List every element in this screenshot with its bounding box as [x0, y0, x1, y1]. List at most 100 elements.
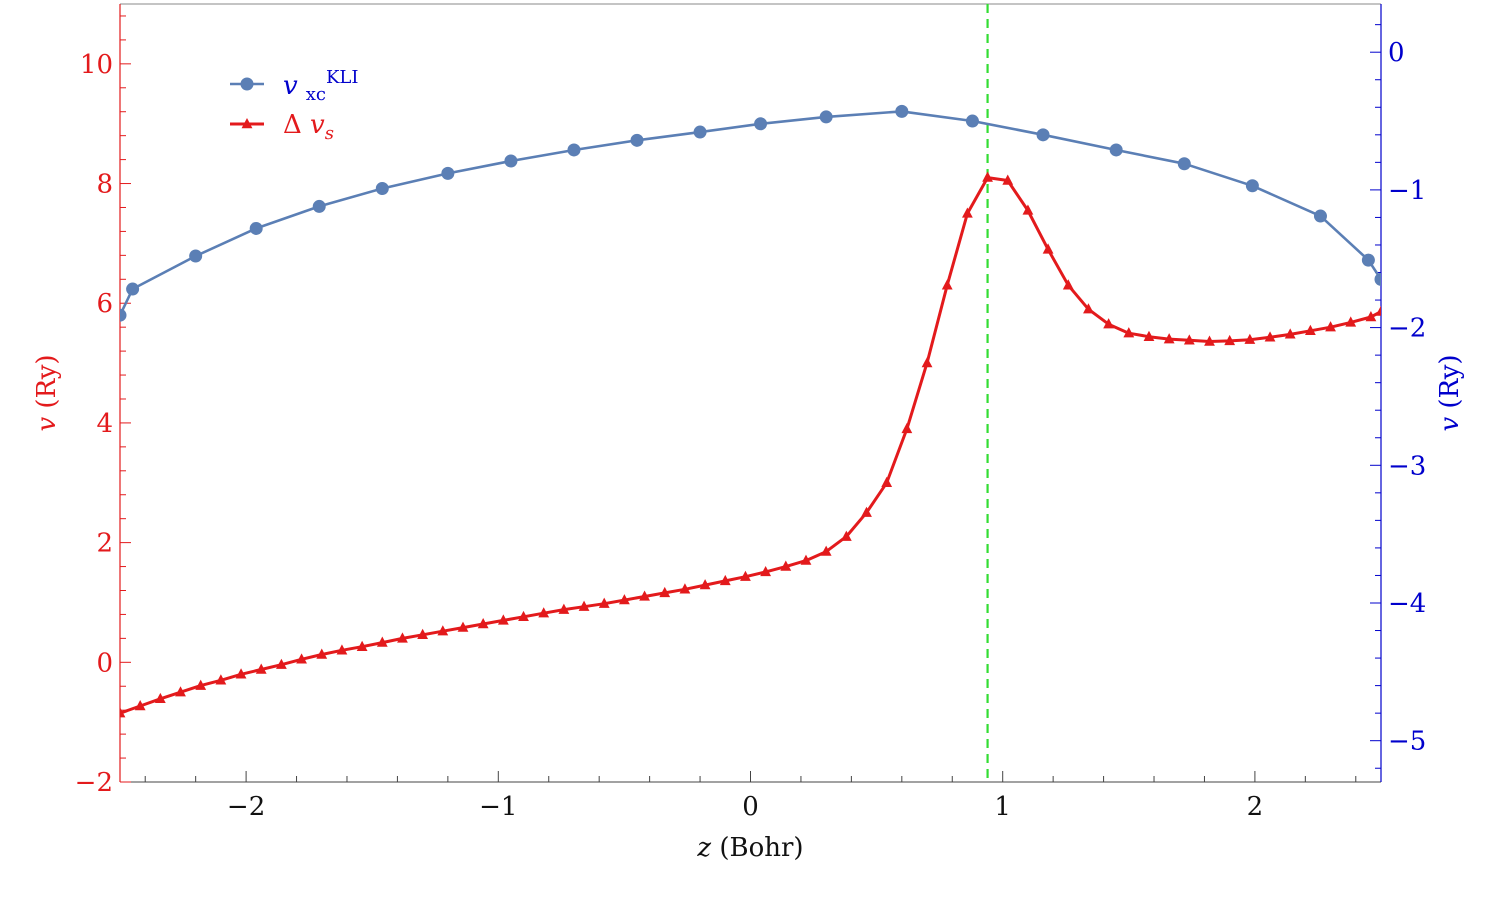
- legend-marker-triangle: [241, 118, 253, 129]
- legend-marker-circle: [240, 77, 254, 91]
- data-point-triangle: [558, 603, 570, 614]
- data-point-triangle: [255, 663, 267, 674]
- data-point-triangle: [699, 579, 711, 590]
- data-point-triangle: [1365, 310, 1377, 322]
- left-y-tick-label: −2: [75, 768, 113, 798]
- x-axis-label-unit: (Bohr): [711, 833, 804, 863]
- data-point-circle: [1245, 179, 1259, 193]
- series-line-0: [120, 110, 1381, 316]
- data-point-triangle: [1304, 324, 1316, 335]
- right-y-tick-label: −2: [1388, 314, 1426, 344]
- right-y-axis-label: v (Ry): [1435, 354, 1465, 431]
- data-point-triangle: [276, 658, 287, 669]
- data-point-triangle: [397, 632, 408, 643]
- data-point-triangle: [296, 653, 307, 664]
- data-point-triangle: [120, 707, 126, 718]
- left-y-tick-label: 8: [96, 170, 113, 200]
- data-point-triangle: [901, 422, 913, 434]
- right-y-tick-label: 0: [1388, 38, 1405, 68]
- data-point-triangle: [538, 607, 550, 618]
- data-point-triangle: [719, 574, 731, 586]
- right-y-tick-label: −1: [1388, 176, 1426, 206]
- data-point-triangle: [518, 610, 529, 622]
- data-point-triangle: [1002, 174, 1014, 185]
- legend-label-dvs: Δ vs: [283, 110, 334, 144]
- data-point-triangle: [356, 640, 368, 651]
- data-point-triangle: [679, 583, 691, 594]
- legend-label-dvs-symbol: v: [310, 110, 325, 140]
- data-point-circle: [120, 308, 127, 322]
- axes-layer: −2 −1 0 1 2 −2 0 2 4 6 8 10 0 −1 −2 −3 −4 −5 z (Bohr) v (Ry…: [32, 3, 1465, 863]
- legend-label-vxc-sub: xc: [306, 84, 326, 105]
- data-point-triangle: [760, 565, 772, 577]
- data-point-triangle: [1375, 305, 1381, 316]
- right-y-tick-label: −5: [1388, 727, 1426, 757]
- data-point-triangle: [1083, 303, 1094, 314]
- right-y-tick-label: −3: [1388, 451, 1426, 481]
- x-tick-label: −1: [479, 792, 517, 822]
- data-point-triangle: [1062, 279, 1074, 290]
- data-point-triangle: [740, 570, 751, 581]
- left-y-axis-label-unit: (Ry): [32, 354, 62, 416]
- data-point-triangle: [881, 476, 893, 487]
- x-axis-label-var: z: [696, 833, 711, 863]
- left-y-tick-label: 2: [96, 529, 113, 559]
- data-point-triangle: [215, 674, 227, 685]
- data-point-triangle: [1183, 334, 1195, 345]
- data-point-circle: [441, 166, 455, 180]
- data-point-triangle: [376, 636, 388, 647]
- x-tick-label: −2: [227, 792, 265, 822]
- data-point-triangle: [861, 506, 872, 517]
- data-point-triangle: [921, 357, 933, 368]
- left-y-tick-label: 0: [96, 648, 113, 678]
- data-point-triangle: [1284, 328, 1296, 339]
- data-point-triangle: [316, 648, 328, 659]
- data-point-triangle: [800, 554, 812, 565]
- x-tick-label: 0: [742, 792, 759, 822]
- data-point-circle: [249, 221, 263, 235]
- data-point-circle: [567, 143, 581, 157]
- data-point-circle: [693, 125, 707, 139]
- data-point-triangle: [659, 586, 671, 598]
- legend: v xcKLI Δ vs: [230, 67, 358, 144]
- right-y-tick-label: −4: [1388, 589, 1426, 619]
- data-point-circle: [754, 117, 768, 131]
- series-line-1: [120, 176, 1381, 715]
- data-point-circle: [895, 104, 909, 118]
- x-tick-label: 1: [994, 792, 1011, 822]
- data-point-triangle: [437, 625, 449, 636]
- x-tick-label: 2: [1247, 792, 1264, 822]
- data-point-circle: [1374, 272, 1381, 286]
- data-point-circle: [1036, 128, 1050, 142]
- data-point-triangle: [598, 597, 610, 608]
- data-point-circle: [1361, 253, 1375, 267]
- data-point-triangle: [961, 207, 973, 218]
- right-y-axis-label-unit: (Ry): [1435, 354, 1465, 416]
- data-point-circle: [965, 114, 979, 128]
- data-point-triangle: [477, 618, 489, 629]
- data-point-triangle: [1042, 243, 1054, 254]
- data-point-triangle: [1244, 333, 1256, 344]
- right-y-axis-label-var: v: [1435, 417, 1465, 432]
- data-point-triangle: [619, 594, 630, 605]
- left-y-axis-label: v (Ry): [32, 354, 62, 431]
- data-point-triangle: [1143, 330, 1155, 341]
- data-point-triangle: [497, 614, 509, 625]
- data-point-triangle: [1103, 318, 1115, 329]
- data-point-triangle: [840, 530, 852, 541]
- left-y-tick-label: 10: [80, 50, 113, 80]
- data-point-triangle: [1123, 327, 1135, 338]
- data-point-triangle: [941, 279, 953, 290]
- legend-label-vxc-sup: KLI: [326, 67, 359, 88]
- data-point-triangle: [1264, 331, 1276, 342]
- left-y-tick-label: 4: [96, 409, 113, 439]
- data-point-triangle: [235, 668, 247, 679]
- left-y-tick-label: 6: [96, 289, 113, 319]
- data-point-triangle: [982, 171, 993, 182]
- data-point-triangle: [1204, 335, 1215, 346]
- data-point-triangle: [457, 621, 469, 632]
- data-point-circle: [189, 249, 203, 263]
- data-point-triangle: [639, 590, 650, 601]
- data-point-circle: [1177, 157, 1191, 171]
